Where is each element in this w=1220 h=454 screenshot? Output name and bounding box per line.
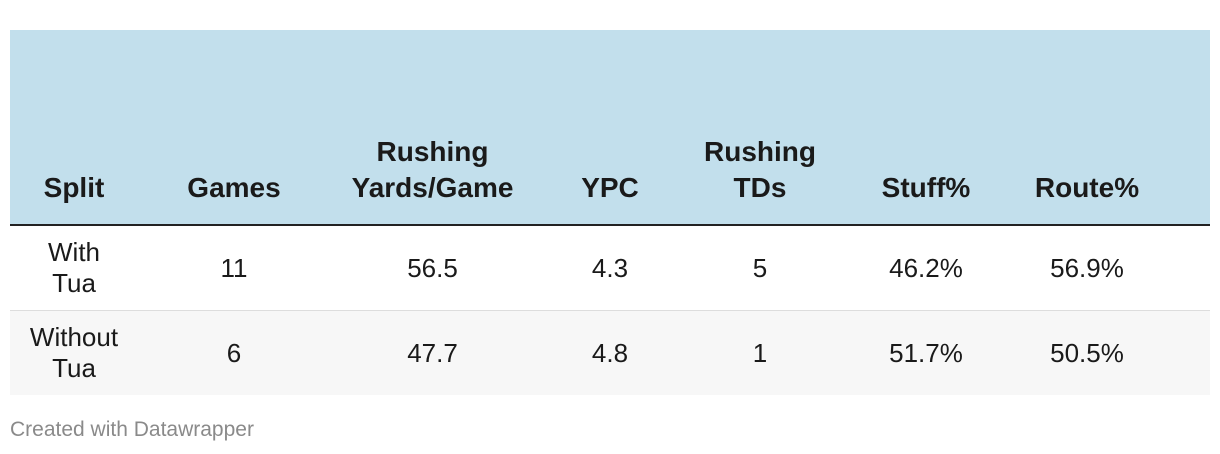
cell-rushing-tds: 5 (685, 225, 835, 311)
header-rushing-tds[interactable]: Rushing TDs (685, 30, 835, 226)
table-header-row: Split Games Rushing Yards/Game YPC Rushin… (10, 30, 1210, 226)
header-stuff-line: Stuff% (881, 172, 971, 203)
cell-split-line-1: With (48, 237, 100, 267)
cell-split-line-2: Tua (52, 353, 96, 383)
header-rushing-yards-per-game[interactable]: Rushing Yards/Game (330, 30, 535, 226)
table-row: With Tua 11 56.5 4.3 5 46.2% 56.9% (10, 225, 1210, 311)
header-extra-line: T (1157, 170, 1210, 206)
header-split-line: Split (43, 172, 105, 203)
header-ryg-line-1: Rushing (376, 136, 489, 167)
cell-stuff-pct: 51.7% (835, 310, 1017, 395)
header-ypc-line: YPC (581, 172, 639, 203)
header-rtd-line-1: Rushing (704, 136, 816, 167)
cell-ypc: 4.8 (535, 310, 685, 395)
header-extra-truncated[interactable]: T (1157, 30, 1210, 226)
cell-split: Without Tua (10, 310, 138, 395)
header-games[interactable]: Games (138, 30, 330, 226)
cell-split-line-2: Tua (52, 268, 96, 298)
cell-split-line-1: Without (29, 322, 119, 352)
header-ypc[interactable]: YPC (535, 30, 685, 226)
table-row: Without Tua 6 47.7 4.8 1 51.7% 50.5% (10, 310, 1210, 395)
cell-rushing-yards-per-game: 56.5 (330, 225, 535, 311)
header-ryg-line-2: Yards/Game (351, 172, 514, 203)
cell-rushing-tds: 1 (685, 310, 835, 395)
header-route-line: Route% (1034, 172, 1140, 203)
header-route-pct[interactable]: Route% (1017, 30, 1157, 226)
table-container[interactable]: Split Games Rushing Yards/Game YPC Rushin… (10, 30, 1210, 395)
cell-ypc: 4.3 (535, 225, 685, 311)
cell-route-pct: 56.9% (1017, 225, 1157, 311)
cell-extra (1157, 310, 1210, 395)
header-games-line: Games (187, 172, 281, 203)
datawrapper-credit[interactable]: Created with Datawrapper (10, 418, 254, 441)
header-split[interactable]: Split (10, 30, 138, 226)
cell-games: 6 (138, 310, 330, 395)
cell-split: With Tua (10, 225, 138, 311)
header-stuff-pct[interactable]: Stuff% (835, 30, 1017, 226)
cell-stuff-pct: 46.2% (835, 225, 1017, 311)
cell-route-pct: 50.5% (1017, 310, 1157, 395)
cell-extra (1157, 225, 1210, 311)
header-rtd-line-2: TDs (733, 172, 787, 203)
stats-table: Split Games Rushing Yards/Game YPC Rushin… (10, 30, 1210, 395)
cell-games: 11 (138, 225, 330, 311)
cell-rushing-yards-per-game: 47.7 (330, 310, 535, 395)
